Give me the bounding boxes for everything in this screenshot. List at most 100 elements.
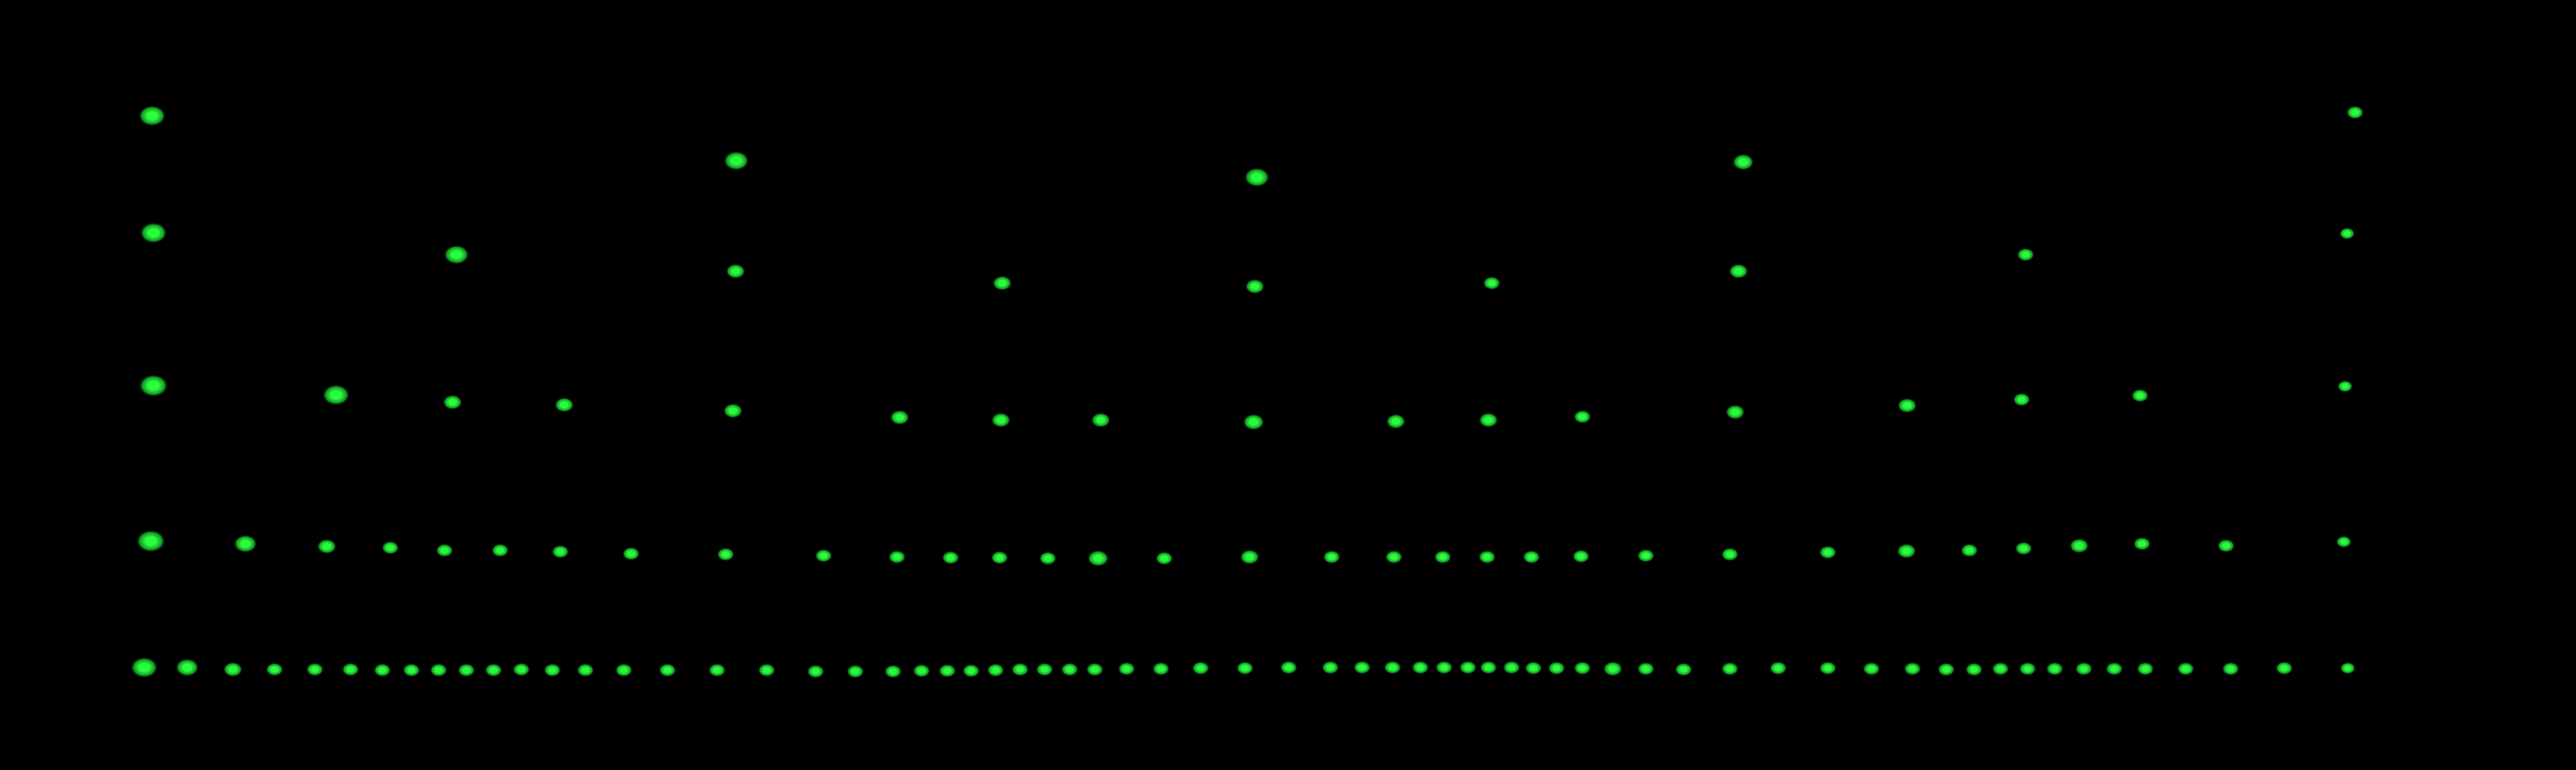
green-light-dot-core — [1943, 666, 1950, 673]
green-light-dot-core — [732, 268, 740, 275]
green-light-dot-core — [1441, 664, 1447, 671]
green-light-dot-core — [331, 390, 341, 400]
green-light-dot-core — [1251, 283, 1259, 290]
green-light-dot-core — [722, 551, 729, 558]
green-light-dot-core — [441, 547, 448, 554]
green-light-dot-core — [2081, 665, 2087, 672]
green-light-dot-core — [1092, 666, 1098, 673]
green-light-dot-core — [490, 667, 497, 673]
green-light-dot-core — [852, 668, 859, 675]
green-light-dot-core — [1097, 417, 1105, 423]
green-light-dot-core — [1966, 547, 1973, 554]
green-light-dot-core — [518, 666, 525, 673]
green-light-dot-core — [968, 667, 974, 674]
green-light-dot-core — [1197, 665, 1204, 671]
green-light-dot-core — [2111, 665, 2118, 672]
green-light-dot-core — [451, 251, 462, 259]
green-light-dot-core — [1903, 548, 1911, 554]
green-light-dot-core — [379, 667, 386, 673]
green-light-dot-core — [664, 667, 671, 673]
green-light-dot-core — [714, 667, 720, 673]
green-light-dot-core — [435, 667, 442, 673]
green-light-dot-core — [1735, 268, 1742, 275]
green-light-dot-core — [2342, 384, 2348, 389]
green-light-dot-core — [2018, 396, 2025, 403]
green-light-dot-core — [1739, 159, 1748, 165]
green-light-dot-core — [1868, 665, 1875, 672]
green-light-dot-core — [1825, 549, 1831, 556]
green-light-dot-core — [996, 554, 1003, 561]
green-light-dot-core — [145, 536, 157, 546]
green-light-dot-core — [1528, 554, 1535, 560]
green-light-dot-core — [731, 157, 742, 165]
green-light-dot-core — [1903, 402, 1911, 409]
green-light-dot-core — [1041, 666, 1048, 673]
green-light-dot-core — [729, 407, 737, 414]
green-light-dot-core — [347, 666, 354, 673]
green-light-dot-core — [1066, 666, 1073, 673]
green-light-dot-core — [1508, 664, 1515, 671]
green-light-dot-core — [1488, 280, 1495, 286]
green-light-dot-core — [2022, 251, 2029, 258]
green-light-dot-core — [997, 417, 1005, 423]
green-light-dot-core — [1249, 419, 1258, 425]
green-light-dot-core — [1285, 664, 1292, 671]
green-light-dot-core — [449, 399, 456, 406]
green-light-dot-core — [1727, 665, 1733, 672]
green-light-dot-core — [1530, 665, 1537, 671]
green-light-dot-core — [1609, 665, 1617, 672]
green-light-dot-core — [241, 540, 250, 548]
green-light-dot-core — [1997, 665, 2004, 672]
green-light-dot-core — [1825, 665, 1831, 671]
green-light-dot-core — [1465, 664, 1471, 671]
green-light-dot-core — [2281, 665, 2288, 671]
green-light-dot-core — [1579, 665, 1586, 671]
green-light-dot-core — [139, 663, 150, 672]
green-light-dot-core — [2344, 231, 2350, 236]
green-light-dot-core — [1484, 554, 1490, 560]
green-light-dot-core — [944, 667, 951, 674]
green-light-dot-core — [271, 666, 278, 673]
green-light-dot-core — [1553, 665, 1560, 671]
green-light-dot-core — [1327, 664, 1334, 671]
green-light-dot-core — [947, 554, 954, 561]
green-light-dot-core — [992, 667, 999, 673]
green-light-dot-core — [2075, 542, 2083, 549]
green-light-dot-core — [147, 111, 157, 120]
green-light-dot-core — [1246, 554, 1254, 560]
green-light-dot-core — [387, 544, 394, 551]
green-light-dot-core — [1252, 173, 1262, 181]
green-light-dot-core — [1731, 409, 1739, 415]
green-light-dot-core — [1727, 551, 1733, 558]
green-light-dot-core — [894, 554, 900, 560]
green-light-dot-core — [1391, 554, 1397, 560]
green-light-dot-core — [2340, 539, 2347, 544]
green-light-dot-core — [2051, 665, 2058, 672]
green-light-dot-core — [1123, 665, 1130, 672]
green-light-dot-core — [2020, 545, 2027, 552]
green-light-dot-core — [1579, 413, 1586, 420]
green-light-dot-core — [2352, 109, 2358, 116]
green-light-dot-core — [1484, 417, 1492, 423]
green-light-dot-core — [1643, 552, 1649, 559]
green-light-dot-core — [323, 543, 331, 550]
green-light-dot-core — [2142, 665, 2149, 672]
green-light-dot-core — [1439, 554, 1446, 560]
green-light-dot-core — [2182, 665, 2189, 672]
green-light-dot-core — [621, 667, 627, 673]
green-light-dot-core — [2227, 665, 2234, 672]
green-light-dot-core — [1971, 666, 1977, 673]
green-light-dot-core — [1680, 666, 1687, 673]
green-light-dot-core — [557, 548, 564, 555]
green-light-dot-core — [918, 667, 925, 674]
green-light-dot-core — [148, 228, 159, 237]
green-light-dot-core — [1389, 664, 1396, 671]
green-light-dot-core — [229, 666, 237, 673]
green-light-dot-core — [2344, 665, 2351, 671]
green-light-dot-core — [2223, 542, 2229, 549]
green-light-dot-core — [2024, 665, 2031, 672]
green-light-dot-core — [582, 667, 589, 673]
green-light-dot-core — [1242, 665, 1248, 671]
